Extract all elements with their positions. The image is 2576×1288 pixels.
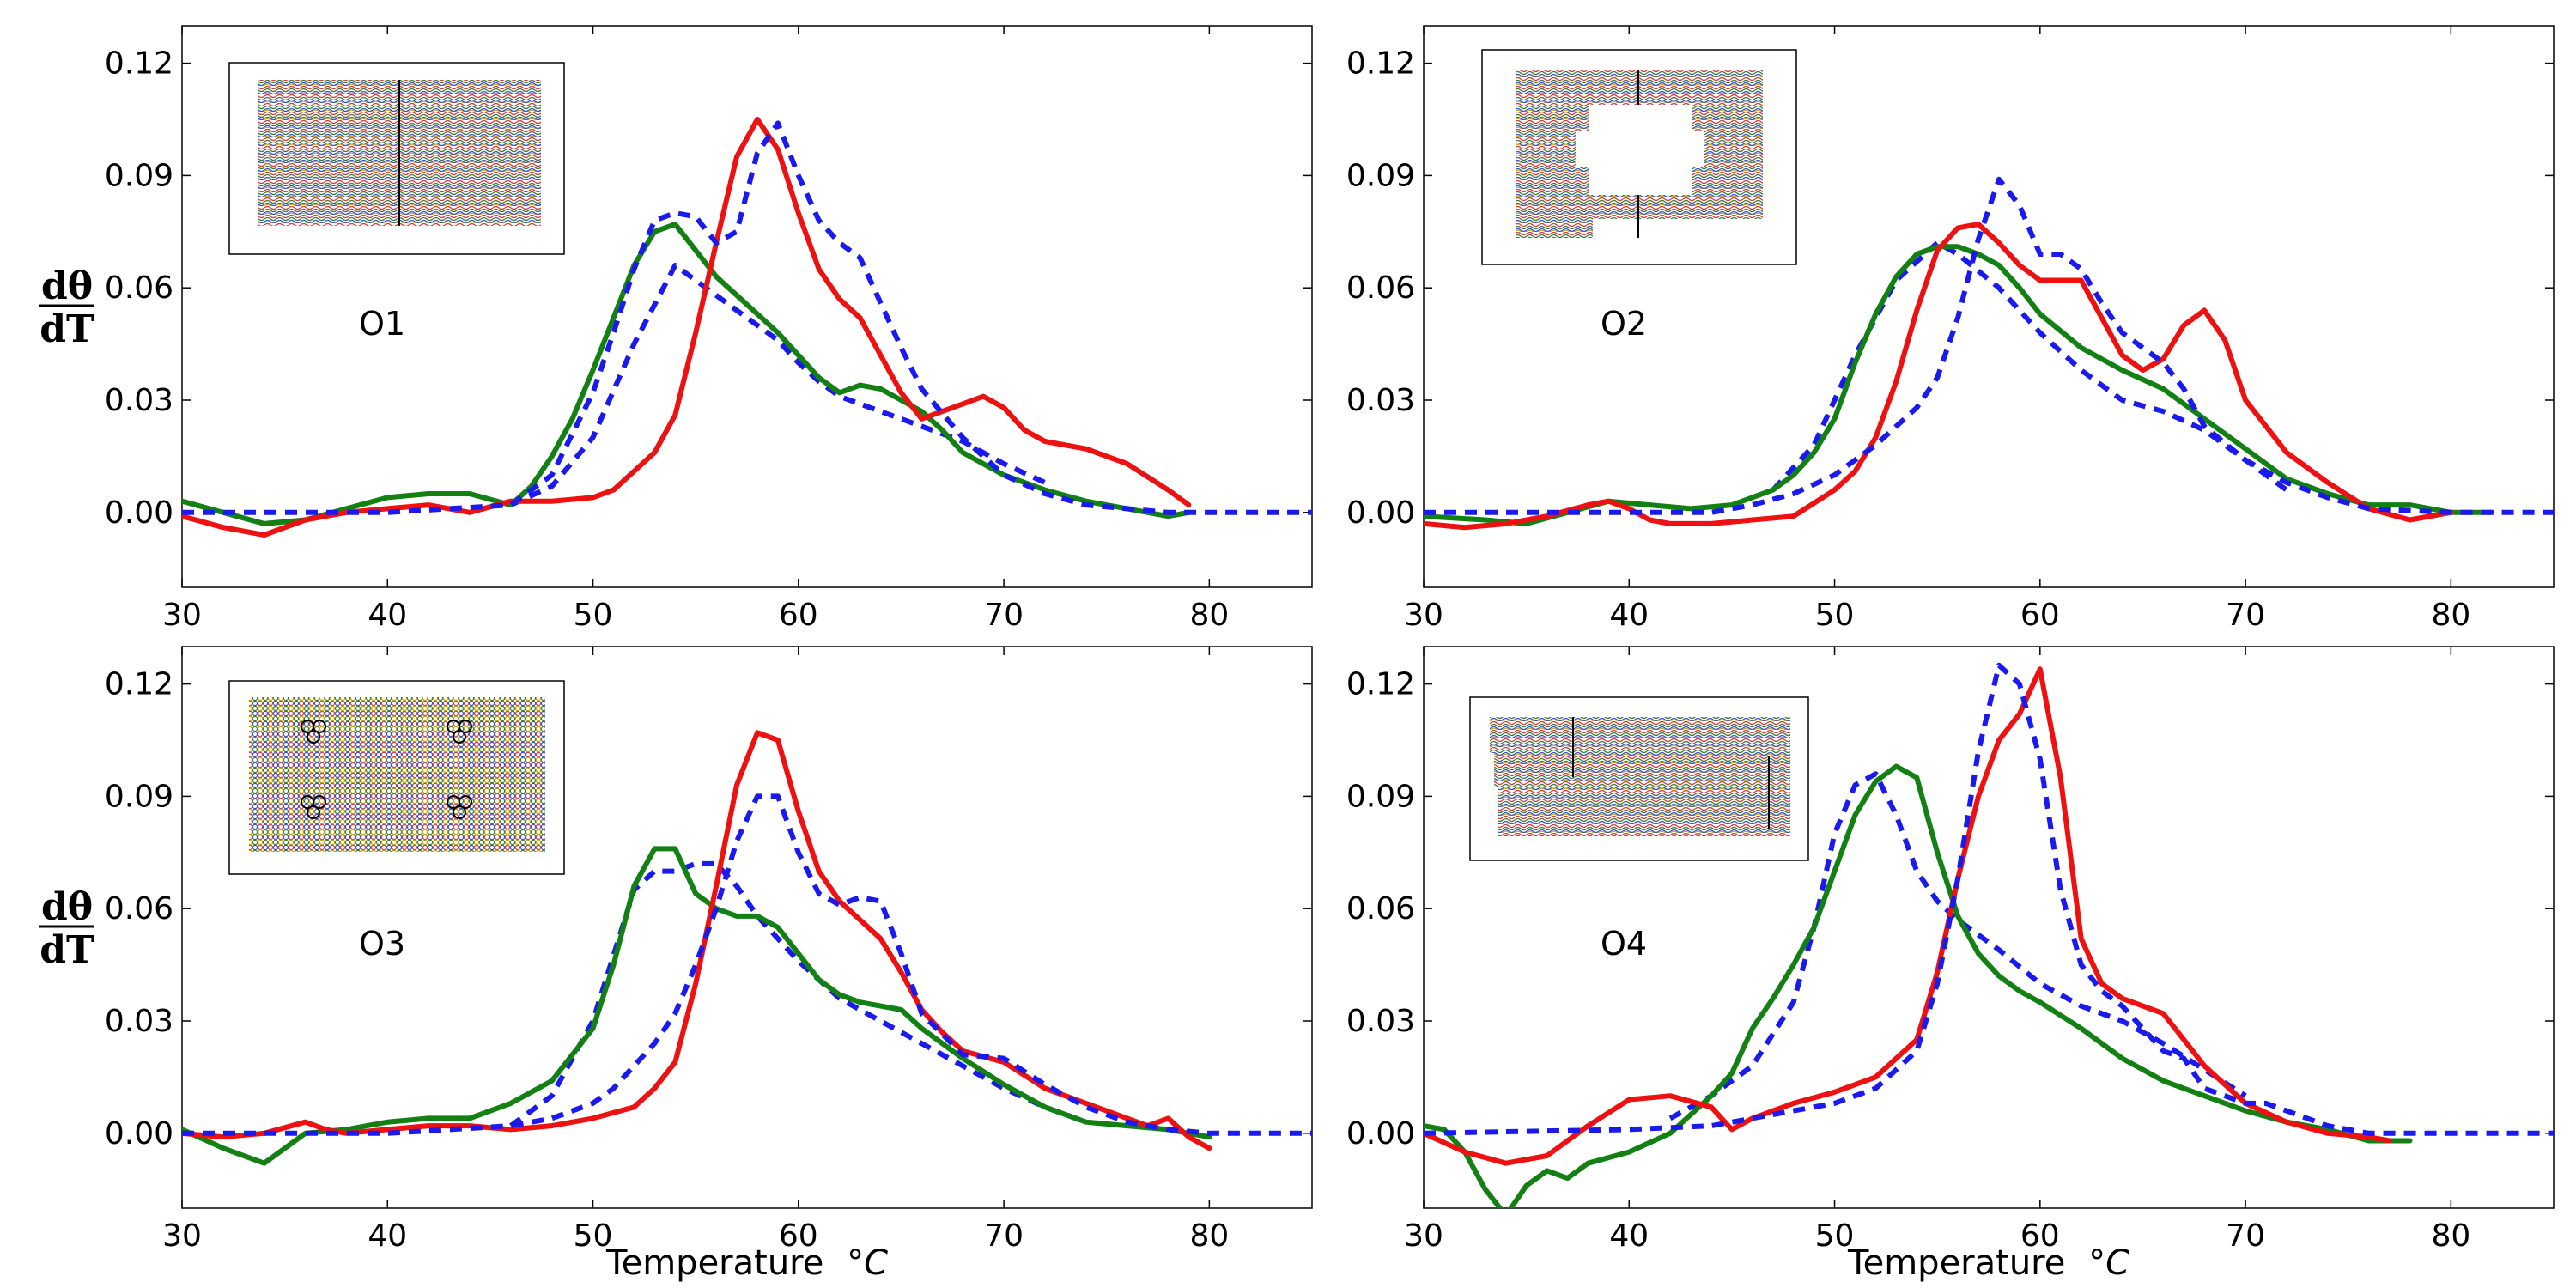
y-tick-label: 0.12 xyxy=(1346,46,1415,82)
x-tick-label: 40 xyxy=(1609,598,1649,633)
panel-o4: 30 40 50 60 70 80 0.00 0.03 0.06 0.09 0.12 O4 xyxy=(1346,646,2555,1254)
panel-label: O2 xyxy=(1601,305,1647,343)
y-axis-label-top: dθ dT xyxy=(39,264,94,351)
y-tick-label: 0.06 xyxy=(105,270,173,306)
y-tick-label: 0.00 xyxy=(1346,495,1415,531)
y-tick-label: 0.03 xyxy=(105,1004,173,1039)
x-tick-label: 60 xyxy=(2020,1218,2060,1254)
series-line-green xyxy=(1424,763,2413,1208)
y-tick-label: 0.06 xyxy=(105,891,173,927)
svg-text:Temperature °C: Temperature °C xyxy=(605,1243,888,1283)
x-tick-label: 30 xyxy=(1404,598,1443,633)
series-line-blue xyxy=(1424,662,2554,1136)
x-tick-label: 70 xyxy=(2226,598,2265,633)
inset-origami-o3 xyxy=(228,680,565,875)
xlabel-text: Temperature xyxy=(1847,1243,2065,1283)
x-tick-label: 50 xyxy=(1815,1218,1855,1254)
series-line-blue-secondary xyxy=(1668,771,2247,1121)
x-tick-label: 70 xyxy=(2226,1218,2265,1254)
series-layer xyxy=(182,730,1312,1166)
inset-origami-o1 xyxy=(228,62,565,255)
series-line-blue-secondary xyxy=(509,263,1047,507)
panel-label: O1 xyxy=(359,305,405,343)
panel-label: O3 xyxy=(359,925,405,963)
y-tick-label: 0.03 xyxy=(1346,1004,1415,1039)
x-tick-label: 60 xyxy=(2020,598,2060,633)
series-line-blue xyxy=(182,120,1312,515)
series-line-green xyxy=(182,222,1192,526)
series-line-blue xyxy=(1424,176,2554,515)
svg-text:Temperature °C: Temperature °C xyxy=(1847,1243,2129,1283)
ticks: 30 40 50 60 70 80 0.00 0.03 0.06 0.09 0.12 xyxy=(105,26,1312,633)
x-tick-label: 40 xyxy=(1609,1218,1649,1254)
xlabel-text: Temperature xyxy=(605,1243,823,1283)
series-line-green xyxy=(182,846,1212,1166)
inset-origami-o4 xyxy=(1469,696,1809,861)
y-tick-label: 0.00 xyxy=(1346,1116,1415,1151)
x-tick-label: 60 xyxy=(779,598,818,633)
ylabel-denominator: dT xyxy=(39,928,94,972)
x-tick-label: 80 xyxy=(1189,1218,1229,1254)
xlabel-unit: °C xyxy=(2088,1243,2129,1283)
x-tick-label: 30 xyxy=(1404,1218,1443,1254)
x-tick-label: 80 xyxy=(2431,1218,2470,1254)
x-tick-label: 50 xyxy=(574,1218,613,1254)
y-tick-label: 0.09 xyxy=(105,158,173,193)
xlabel-unit: °C xyxy=(847,1243,888,1283)
ticks: 30 40 50 60 70 80 0.00 0.03 0.06 0.09 0.12 xyxy=(1346,26,2554,633)
y-tick-label: 0.09 xyxy=(105,779,173,814)
ylabel-numerator: dθ xyxy=(41,264,93,308)
y-tick-label: 0.06 xyxy=(1346,270,1415,306)
series-layer xyxy=(1424,662,2554,1208)
x-tick-label: 80 xyxy=(2431,598,2470,633)
panel-o2: 30 40 50 60 70 80 0.00 0.03 0.06 0.09 0.12 O2 xyxy=(1346,25,2555,633)
x-tick-label: 30 xyxy=(162,1218,202,1254)
x-tick-label: 50 xyxy=(574,598,613,633)
series-line-red xyxy=(182,117,1192,538)
x-tick-label: 70 xyxy=(984,1218,1024,1254)
y-tick-label: 0.03 xyxy=(1346,383,1415,418)
ticks: 30 40 50 60 70 80 0.00 0.03 0.06 0.09 0.12 xyxy=(105,647,1312,1254)
series-line-red xyxy=(182,730,1212,1151)
y-tick-label: 0.09 xyxy=(1346,779,1415,814)
y-tick-label: 0.09 xyxy=(1346,158,1415,193)
y-axis-label-bottom: dθ dT xyxy=(39,885,94,972)
x-tick-label: 40 xyxy=(368,598,407,633)
panel-o1: 30 40 50 60 70 80 0.00 0.03 0.06 0.09 0.12 O1 xyxy=(105,25,1313,633)
inset-origami-o2 xyxy=(1481,49,1797,265)
ticks: 30 40 50 60 70 80 0.00 0.03 0.06 0.09 0.12 xyxy=(1346,647,2554,1254)
y-tick-label: 0.00 xyxy=(105,495,173,531)
series-line-red xyxy=(1424,666,2392,1166)
x-tick-label: 40 xyxy=(368,1218,407,1254)
x-tick-label: 80 xyxy=(1189,598,1229,633)
ylabel-denominator: dT xyxy=(39,307,94,351)
x-axis-label-left: Temperature °C xyxy=(605,1243,888,1283)
y-tick-label: 0.12 xyxy=(105,667,173,702)
series-layer xyxy=(182,117,1312,538)
panel-o3: 30 40 50 60 70 80 0.00 0.03 0.06 0.09 0.12 O3 xyxy=(105,646,1313,1254)
y-tick-label: 0.06 xyxy=(1346,891,1415,927)
y-tick-label: 0.03 xyxy=(105,383,173,418)
x-tick-label: 60 xyxy=(779,1218,818,1254)
ylabel-numerator: dθ xyxy=(41,885,93,929)
series-line-blue xyxy=(182,793,1312,1136)
x-tick-label: 30 xyxy=(162,598,202,633)
series-layer xyxy=(1424,176,2554,531)
x-axis-label-right: Temperature °C xyxy=(1847,1243,2129,1283)
panel-label: O4 xyxy=(1601,925,1647,963)
y-tick-label: 0.12 xyxy=(1346,667,1415,702)
y-tick-label: 0.12 xyxy=(105,46,173,82)
x-tick-label: 70 xyxy=(984,598,1024,633)
x-tick-label: 50 xyxy=(1815,598,1855,633)
y-tick-label: 0.00 xyxy=(105,1116,173,1151)
